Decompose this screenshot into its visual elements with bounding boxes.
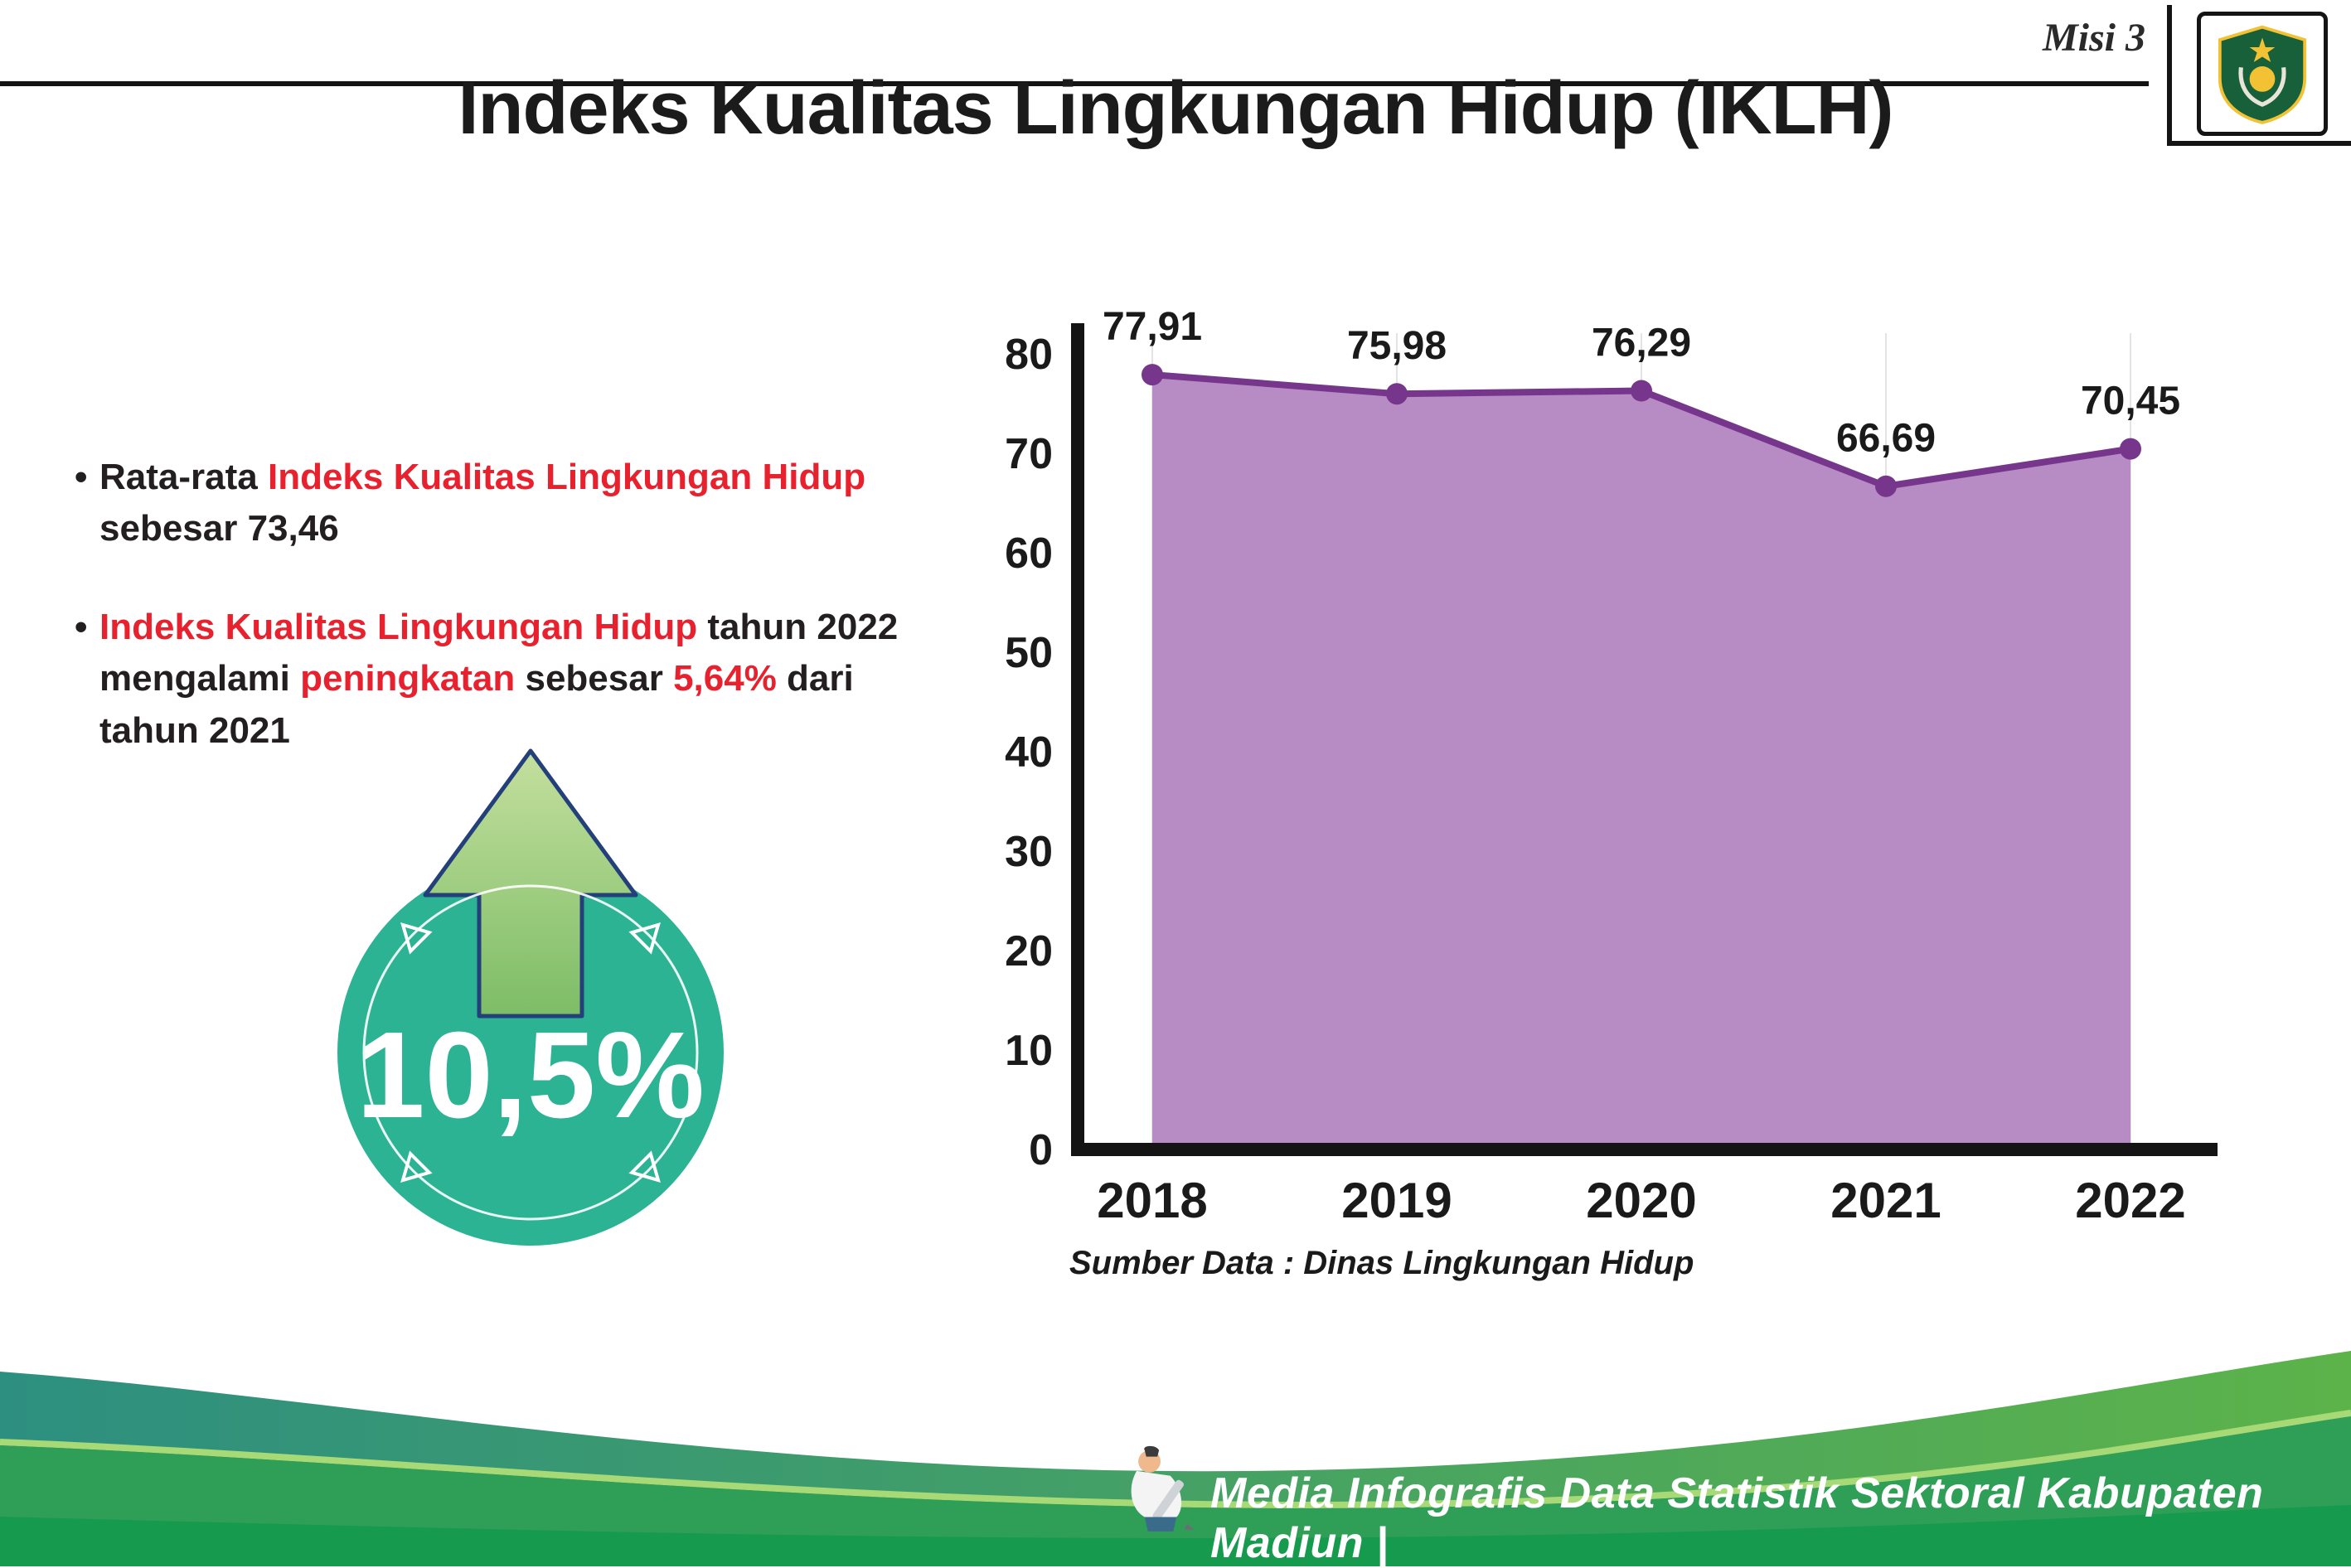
bullet-marker: • [75,457,88,497]
value-label: 70,45 [2081,380,2180,423]
page-title: Indeks Kualitas Lingkungan Hidup (IKLH) [458,67,1893,150]
y-tick-label: 60 [1005,530,1053,578]
bullet2-text1: tahun 2022 mengalami [99,606,899,699]
bullet1-text2: sebesar 73,46 [99,508,339,549]
data-point [1875,475,1897,497]
wave-band-stripe [0,1410,2351,1509]
bullet2-text3: dari tahun 2021 [99,658,854,751]
y-tick-label: 80 [1005,331,1053,379]
bullet1-highlight: Indeks Kualitas Lingkungan Hidup [267,457,866,497]
data-point [2120,438,2141,460]
ring-triangle-ne [628,922,661,955]
x-tick-label: 2018 [1097,1173,1207,1228]
header-divider [0,81,2149,86]
badge-circle [337,859,724,1246]
data-point [1142,364,1163,386]
value-label: 77,91 [1103,305,1202,349]
x-tick-label: 2021 [1830,1173,1941,1228]
kabupaten-madiun-logo [2197,12,2328,136]
ring-triangle-sw [400,1150,433,1183]
bullet-marker: • [75,606,88,647]
mascot-icon [1131,1445,1195,1532]
y-tick-label: 20 [1005,927,1053,975]
footer-credit: Media Infografis Data Statistik Sektoral… [1210,1469,2264,1567]
misi-label: Misi 3 [2042,16,2145,60]
chart-canvas: 77,91 75,98 76,29 66,69 70,45 0 10 20 30 40 50 60 70… [1005,305,2218,1228]
iklh-area-chart: 77,91 75,98 76,29 66,69 70,45 0 10 20 30 40 50 60 70… [1005,292,2263,1270]
up-arrow-icon [423,748,638,1019]
bullet2-highlight2: peningkatan [300,658,516,699]
ring-triangle-se [628,1150,661,1183]
bullet2-highlight1: Indeks Kualitas Lingkungan Hidup [99,606,698,647]
bullet1-text: Rata-rata [99,457,268,497]
x-tick-label: 2019 [1341,1173,1452,1228]
y-tick-label: 30 [1005,828,1053,876]
y-axis [1071,323,1084,1156]
y-tick-label: 70 [1005,430,1053,478]
ring-triangle-nw [400,922,433,955]
y-tick-label: 10 [1005,1027,1053,1075]
x-axis [1071,1143,2218,1156]
wave-band-bottom [0,1505,2351,1566]
badge-value: 10,5% [356,1007,705,1144]
bullet2-highlight3: 5,64% [673,658,777,699]
key-findings: • Rata-rata Indeks Kualitas Lingkungan Hi… [75,452,912,803]
data-source-note: Sumber Data : Dinas Lingkungan Hidup [1069,1245,1694,1281]
logo-bracket-horizontal [2167,141,2351,146]
bullet-average-iklh: • Rata-rata Indeks Kualitas Lingkungan Hi… [75,452,912,555]
x-tick-label: 2020 [1586,1173,1696,1228]
logo-bracket-vertical [2167,5,2172,146]
wave-band-mid [0,1416,2351,1566]
footer-waves [0,1351,2351,1566]
data-point [1631,380,1652,402]
data-point [1386,383,1408,405]
y-tick-label: 40 [1005,728,1053,777]
badge-ring [362,884,699,1221]
value-label: 76,29 [1592,322,1691,365]
value-label: 66,69 [1836,417,1936,461]
y-tick-label: 0 [1029,1126,1053,1174]
value-label: 75,98 [1347,324,1447,368]
y-tick-label: 50 [1005,629,1053,677]
crest-icon [2218,25,2307,124]
bullet-increase-2022: • Indeks Kualitas Lingkungan Hidup tahun … [75,602,912,757]
x-tick-label: 2022 [2075,1173,2185,1228]
increase-percentage-badge: 10,5% [311,738,750,1285]
bullet2-text2: sebesar [515,658,674,699]
area-fill [1152,375,2130,1150]
